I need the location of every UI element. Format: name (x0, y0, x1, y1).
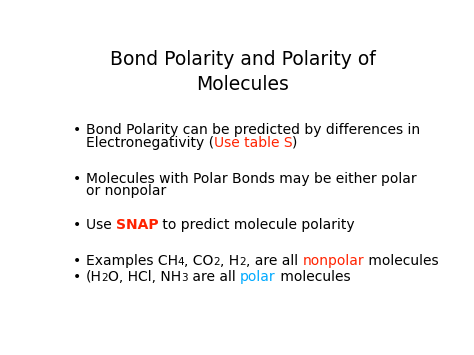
Text: nonpolar: nonpolar (302, 254, 364, 268)
Text: •: • (73, 254, 82, 268)
Text: Use table S: Use table S (214, 136, 292, 150)
Text: molecules: molecules (275, 270, 350, 284)
Text: 2: 2 (101, 273, 108, 283)
Text: Bond Polarity can be predicted by differences in: Bond Polarity can be predicted by differ… (86, 124, 419, 137)
Text: ): ) (292, 136, 298, 150)
Text: to predict molecule polarity: to predict molecule polarity (158, 218, 355, 232)
Text: are all: are all (188, 270, 240, 284)
Text: •: • (73, 172, 82, 186)
Text: (H: (H (86, 270, 101, 284)
Text: 2: 2 (239, 257, 246, 267)
Text: molecules: molecules (364, 254, 439, 268)
Text: Examples CH: Examples CH (86, 254, 178, 268)
Text: Bond Polarity and Polarity of
Molecules: Bond Polarity and Polarity of Molecules (110, 50, 376, 94)
Text: •: • (73, 218, 82, 232)
Text: 3: 3 (181, 273, 188, 283)
Text: Electronegativity (: Electronegativity ( (86, 136, 214, 150)
Text: , CO: , CO (184, 254, 214, 268)
Text: O, HCl, NH: O, HCl, NH (108, 270, 181, 284)
Text: , H: , H (220, 254, 239, 268)
Text: Use: Use (86, 218, 116, 232)
Text: 2: 2 (214, 257, 220, 267)
Text: polar: polar (240, 270, 275, 284)
Text: 4: 4 (178, 257, 184, 267)
Text: SNAP: SNAP (116, 218, 158, 232)
Text: , are all: , are all (246, 254, 302, 268)
Text: •: • (73, 124, 82, 137)
Text: Molecules with Polar Bonds may be either polar: Molecules with Polar Bonds may be either… (86, 172, 416, 186)
Text: •: • (73, 270, 82, 284)
Text: or nonpolar: or nonpolar (86, 184, 166, 198)
